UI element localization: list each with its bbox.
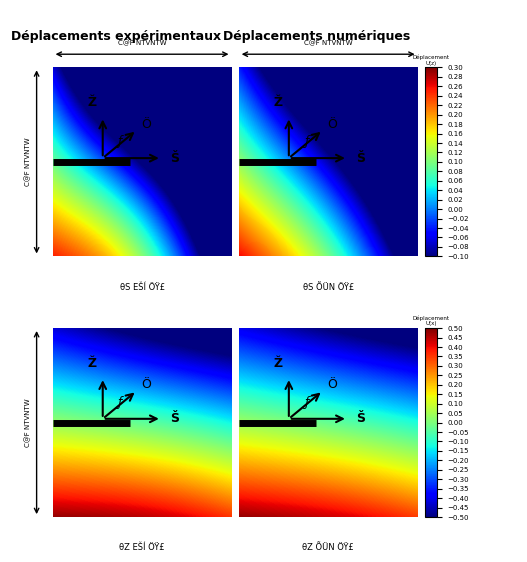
Text: Š: Š — [356, 413, 365, 425]
Text: C@F NTVNTW: C@F NTVNTW — [304, 40, 353, 47]
Text: ƒ: ƒ — [305, 396, 309, 409]
Text: Ö: Ö — [141, 378, 151, 392]
Text: Déplacements numériques: Déplacements numériques — [222, 30, 410, 43]
Text: Déplacements expérimentaux: Déplacements expérimentaux — [11, 30, 221, 43]
Text: Š: Š — [170, 152, 179, 165]
Title: Déplacement
U(x): Déplacement U(x) — [413, 315, 450, 327]
Text: θZ EŠÍ ÖŸ£: θZ EŠÍ ÖŸ£ — [119, 543, 165, 552]
Text: Ö: Ö — [327, 378, 337, 392]
Text: ƒ: ƒ — [119, 396, 123, 409]
Text: Ž: Ž — [274, 96, 282, 109]
Text: C@F NTVNTW: C@F NTVNTW — [118, 40, 167, 47]
Text: Ö: Ö — [327, 118, 337, 131]
Text: Ž: Ž — [87, 357, 96, 370]
Title: Déplacement
U(z): Déplacement U(z) — [413, 55, 450, 66]
Text: θS EŠÍ ÖŸ£: θS EŠÍ ÖŸ£ — [120, 283, 164, 292]
Text: Š: Š — [356, 152, 365, 165]
Text: Ž: Ž — [87, 96, 96, 109]
Text: Š: Š — [170, 413, 179, 425]
Text: Ö: Ö — [141, 118, 151, 131]
Text: C@F NTVNTW: C@F NTVNTW — [24, 138, 31, 186]
Text: Ž: Ž — [274, 357, 282, 370]
Text: C@F NTVNTW: C@F NTVNTW — [24, 398, 31, 447]
Text: ƒ: ƒ — [305, 135, 309, 148]
Text: θS ÕÜN ÖŸ£: θS ÕÜN ÖŸ£ — [302, 283, 354, 292]
Text: θZ ÕÜN ÖŸ£: θZ ÕÜN ÖŸ£ — [302, 543, 354, 552]
Text: ƒ: ƒ — [119, 135, 123, 148]
